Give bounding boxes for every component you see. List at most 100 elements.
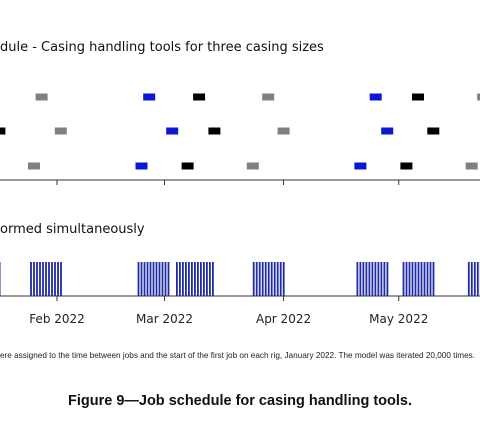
busy-stripe <box>188 262 190 296</box>
busy-stripe <box>212 262 214 296</box>
job-marker-black <box>412 93 424 101</box>
busy-stripe <box>51 262 53 296</box>
busy-stripe <box>276 262 279 296</box>
busy-stripe <box>405 262 408 296</box>
x-tick-label: Feb 2022 <box>29 312 85 326</box>
job-marker-gray <box>28 162 40 170</box>
busy-stripe <box>57 262 59 296</box>
busy-stripe <box>383 262 386 296</box>
busy-stripe <box>432 262 435 296</box>
job-marker-gray <box>465 162 478 170</box>
schedule-panel <box>0 93 480 185</box>
busy-stripe <box>176 262 178 296</box>
busy-stripe <box>167 262 170 296</box>
busy-stripe <box>194 262 196 296</box>
busy-stripe <box>45 262 47 296</box>
busy-stripe <box>356 262 359 296</box>
busy-stripe <box>152 262 155 296</box>
busy-stripe <box>164 262 167 296</box>
job-marker-black <box>0 127 6 135</box>
busy-stripe <box>60 262 62 296</box>
busy-stripe <box>149 262 152 296</box>
busy-stripe <box>368 262 371 296</box>
busy-stripe <box>146 262 149 296</box>
busy-period <box>176 262 214 296</box>
busy-stripe <box>270 262 273 296</box>
busy-stripe <box>200 262 202 296</box>
busy-stripe <box>417 262 420 296</box>
busy-stripe <box>402 262 405 296</box>
busy-stripe <box>423 262 426 296</box>
simultaneous-title: ormed simultaneously <box>0 222 145 237</box>
busy-stripe <box>386 262 389 296</box>
busy-stripe <box>203 262 205 296</box>
job-marker-blue <box>354 162 367 170</box>
busy-stripe <box>155 262 158 296</box>
busy-stripe <box>408 262 411 296</box>
busy-period <box>402 262 435 296</box>
job-marker-blue <box>135 162 148 170</box>
busy-stripe <box>42 262 44 296</box>
busy-stripe <box>414 262 417 296</box>
busy-stripe <box>426 262 429 296</box>
x-tick-label: Apr 2022 <box>256 312 311 326</box>
busy-stripe <box>420 262 423 296</box>
busy-stripe <box>39 262 41 296</box>
busy-stripe <box>267 262 270 296</box>
x-tick-label: May 2022 <box>369 312 428 326</box>
busy-stripe <box>206 262 208 296</box>
busy-stripe <box>36 262 38 296</box>
busy-stripe <box>191 262 193 296</box>
job-marker-blue <box>369 93 382 101</box>
busy-period <box>252 262 285 296</box>
busy-stripe <box>371 262 374 296</box>
busy-stripe <box>359 262 362 296</box>
job-marker-gray <box>246 162 259 170</box>
busy-period <box>0 262 1 296</box>
busy-stripe <box>273 262 276 296</box>
busy-stripe <box>209 262 211 296</box>
figure-caption: Figure 9—Job schedule for casing handlin… <box>67 393 412 409</box>
busy-stripe <box>161 262 164 296</box>
busy-stripe <box>143 262 146 296</box>
job-marker-blue <box>381 127 394 135</box>
job-marker-gray <box>54 127 67 135</box>
busy-stripe <box>365 262 368 296</box>
busy-stripe <box>0 262 1 296</box>
job-marker-gray <box>277 127 290 135</box>
job-marker-blue <box>143 93 156 101</box>
busy-stripe <box>258 262 261 296</box>
job-marker-black <box>208 127 221 135</box>
busy-stripe <box>30 262 32 296</box>
busy-stripe <box>185 262 187 296</box>
busy-stripe <box>279 262 282 296</box>
busy-stripe <box>411 262 414 296</box>
busy-stripe <box>54 262 56 296</box>
busy-period <box>137 262 170 296</box>
busy-stripe <box>197 262 199 296</box>
busy-stripe <box>377 262 380 296</box>
busy-stripe <box>158 262 161 296</box>
busy-stripe <box>137 262 140 296</box>
x-tick-label: Mar 2022 <box>136 312 193 326</box>
busy-stripe <box>48 262 50 296</box>
busy-period <box>356 262 389 296</box>
busy-stripe <box>264 262 267 296</box>
job-marker-black <box>400 162 413 170</box>
busy-period <box>30 262 62 296</box>
busy-stripe <box>374 262 377 296</box>
busy-stripe <box>476 262 479 296</box>
busy-stripe <box>282 262 285 296</box>
busy-period <box>467 262 480 296</box>
job-marker-black <box>181 162 194 170</box>
job-marker-black <box>193 93 206 101</box>
job-marker-black <box>427 127 440 135</box>
busy-stripe <box>255 262 258 296</box>
busy-stripe <box>252 262 255 296</box>
busy-stripe <box>473 262 476 296</box>
busy-stripe <box>261 262 264 296</box>
figure-note: ere assigned to the time between jobs an… <box>0 351 476 360</box>
busy-stripe <box>467 262 470 296</box>
job-marker-gray <box>35 93 48 101</box>
